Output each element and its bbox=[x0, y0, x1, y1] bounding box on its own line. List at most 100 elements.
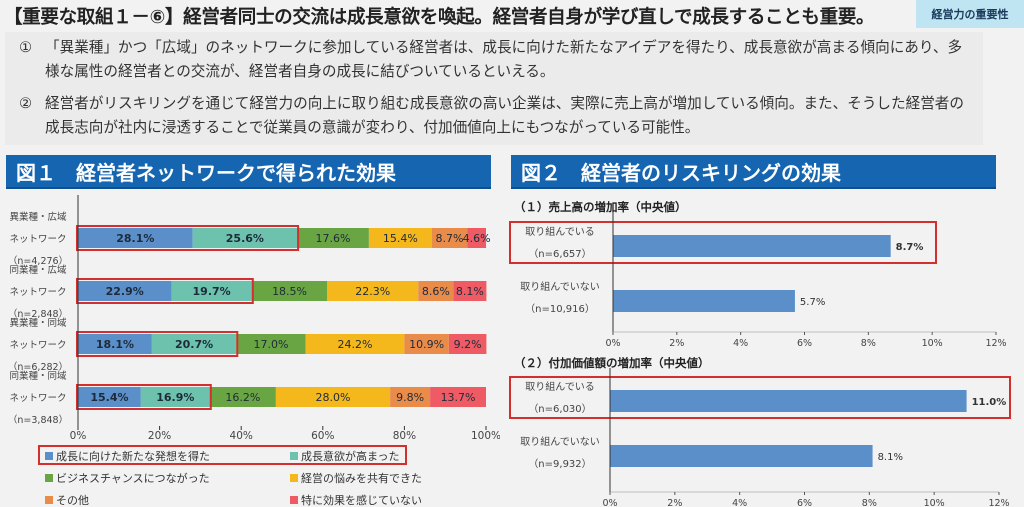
figure2-title: 図２ 経営者のリスキリングの効果 bbox=[511, 155, 996, 189]
bar-segment-label: 25.6% bbox=[226, 232, 264, 245]
bar-segment-label: 28.0% bbox=[316, 391, 351, 404]
bar-segment-label: 8.7% bbox=[436, 232, 464, 245]
highlight-box bbox=[76, 225, 300, 251]
bar-segment bbox=[209, 387, 276, 407]
legend-item: その他 bbox=[45, 492, 89, 507]
summary-number: ① bbox=[19, 39, 33, 56]
category-label-line2: ネットワーク bbox=[9, 234, 66, 245]
category-sample-size: （n=3,848） bbox=[8, 414, 68, 426]
legend-swatch bbox=[290, 474, 298, 482]
bar-segment-label: 8.6% bbox=[422, 285, 450, 298]
x-tick-label: 0% bbox=[70, 430, 87, 442]
bar-segment-label: 22.3% bbox=[355, 285, 390, 298]
summary-text: 経営者がリスキリングを通じて経営力の向上に取り組む成長意欲の高い企業は、実際に売… bbox=[45, 95, 964, 136]
legend-swatch bbox=[45, 474, 53, 482]
x-tick-label: 60% bbox=[311, 430, 334, 442]
bar-value-label: 5.7% bbox=[800, 297, 825, 308]
category-label-line2: ネットワーク bbox=[9, 393, 66, 404]
category-sample-size: （n=10,916） bbox=[525, 303, 595, 315]
x-tick-label: 0% bbox=[602, 498, 617, 507]
x-tick-label: 40% bbox=[230, 430, 253, 442]
bar-segment bbox=[192, 228, 298, 248]
summary-item-2: ② 経営者がリスキリングを通じて経営力の向上に取り組む成長意欲の高い企業は、実際… bbox=[19, 92, 975, 140]
legend-highlight-box bbox=[38, 445, 407, 465]
bar-segment-label: 15.4% bbox=[90, 391, 128, 404]
x-tick-label: 0% bbox=[605, 338, 620, 349]
bar-segment bbox=[327, 281, 419, 301]
bar-segment bbox=[78, 281, 172, 301]
bar-segment bbox=[305, 334, 405, 354]
bar-segment bbox=[78, 228, 193, 248]
bar-segment-label: 22.9% bbox=[106, 285, 144, 298]
bar-segment-label: 16.9% bbox=[156, 391, 194, 404]
x-tick-label: 4% bbox=[732, 498, 747, 507]
bar bbox=[613, 235, 891, 257]
bar-segment-label: 4.6% bbox=[463, 232, 491, 245]
category-sample-size: （n=6,030） bbox=[528, 403, 591, 415]
category-sample-size: （n=6,657） bbox=[528, 248, 591, 260]
bar-segment bbox=[78, 387, 141, 407]
category-sample-size: （n=4,276） bbox=[8, 255, 68, 267]
bar-segment bbox=[390, 387, 431, 407]
summary-box: ① 「異業種」かつ「広域」のネットワークに参加している経営者は、成長に向けた新た… bbox=[5, 32, 983, 145]
category-label: 取り組んでいない bbox=[520, 280, 600, 293]
bar-segment bbox=[404, 334, 449, 354]
highlight-box bbox=[76, 384, 212, 410]
highlight-box bbox=[509, 221, 937, 264]
legend-item: 成長意欲が高まった bbox=[290, 448, 400, 464]
bar-segment-label: 9.8% bbox=[396, 391, 424, 404]
legend-swatch bbox=[45, 452, 53, 460]
x-tick-label: 80% bbox=[393, 430, 416, 442]
bar-segment-label: 17.6% bbox=[316, 232, 351, 245]
bar-segment bbox=[430, 387, 486, 407]
bar bbox=[610, 390, 967, 412]
x-tick-label: 8% bbox=[861, 338, 876, 349]
bar-segment bbox=[418, 281, 454, 301]
figure2-sales-bar-chart: 取り組んでいる （n=6,657） 8.7% 取り組んでいない （n=10,916） 5.… bbox=[509, 212, 1007, 349]
category-sample-size: （n=2,848） bbox=[8, 308, 68, 320]
category-label-line2: ネットワーク bbox=[9, 287, 66, 298]
figure1-title: 図１ 経営者ネットワークで得られた効果 bbox=[6, 155, 491, 189]
category-label-line1: 同業種・同域 bbox=[9, 370, 67, 382]
figure2-subtitle-1: （１）売上高の増加率（中央値） bbox=[514, 200, 687, 214]
legend-label: 成長意欲が高まった bbox=[301, 450, 400, 463]
x-tick-label: 6% bbox=[797, 338, 812, 349]
bar bbox=[613, 290, 795, 312]
bar-value-label: 11.0% bbox=[972, 397, 1007, 408]
summary-text: 「異業種」かつ「広域」のネットワークに参加している経営者は、成長に向けた新たなア… bbox=[45, 39, 963, 80]
bar-segment-label: 10.9% bbox=[409, 338, 444, 351]
bar-segment-label: 9.2% bbox=[454, 338, 482, 351]
bar bbox=[610, 445, 873, 467]
bar-segment bbox=[251, 281, 328, 301]
figure2-subtitle-2: （２）付加価値額の増加率（中央値） bbox=[514, 356, 710, 370]
bar-segment-label: 15.4% bbox=[383, 232, 418, 245]
bar-value-label: 8.1% bbox=[878, 452, 903, 463]
category-sample-size: （n=6,282） bbox=[8, 361, 68, 373]
x-tick-label: 20% bbox=[148, 430, 171, 442]
section-tag: 経営力の重要性 bbox=[916, 0, 1024, 28]
bar-segment bbox=[140, 387, 210, 407]
category-label-line1: 異業種・同域 bbox=[9, 317, 67, 329]
bar-segment-label: 20.7% bbox=[175, 338, 213, 351]
bar-segment bbox=[78, 334, 152, 354]
x-tick-label: 12% bbox=[985, 338, 1006, 349]
legend-label: 成長に向けた新たな発想を得た bbox=[56, 450, 210, 463]
summary-item-1: ① 「異業種」かつ「広域」のネットワークに参加している経営者は、成長に向けた新た… bbox=[19, 36, 975, 84]
bar-segment bbox=[151, 334, 237, 354]
bar-segment bbox=[297, 228, 369, 248]
legend-label: その他 bbox=[56, 494, 89, 507]
highlight-box bbox=[509, 376, 1011, 419]
bar-segment bbox=[431, 228, 468, 248]
bar-segment bbox=[275, 387, 391, 407]
category-label-line2: ネットワーク bbox=[9, 340, 66, 351]
bar-segment bbox=[236, 334, 306, 354]
summary-number: ② bbox=[19, 95, 33, 112]
x-tick-label: 12% bbox=[988, 498, 1009, 507]
legend-label: ビジネスチャンスにつながった bbox=[56, 472, 210, 485]
title-bar: 【重要な取組１－⑥】経営者同士の交流は成長意欲を喚起。経営者自身が学び直しで成長… bbox=[0, 0, 1024, 30]
bar-segment-label: 19.7% bbox=[193, 285, 231, 298]
category-sample-size: （n=9,932） bbox=[528, 458, 591, 470]
bar-segment bbox=[448, 334, 487, 354]
bar-segment bbox=[171, 281, 252, 301]
category-label-line1: 同業種・広域 bbox=[9, 264, 67, 276]
